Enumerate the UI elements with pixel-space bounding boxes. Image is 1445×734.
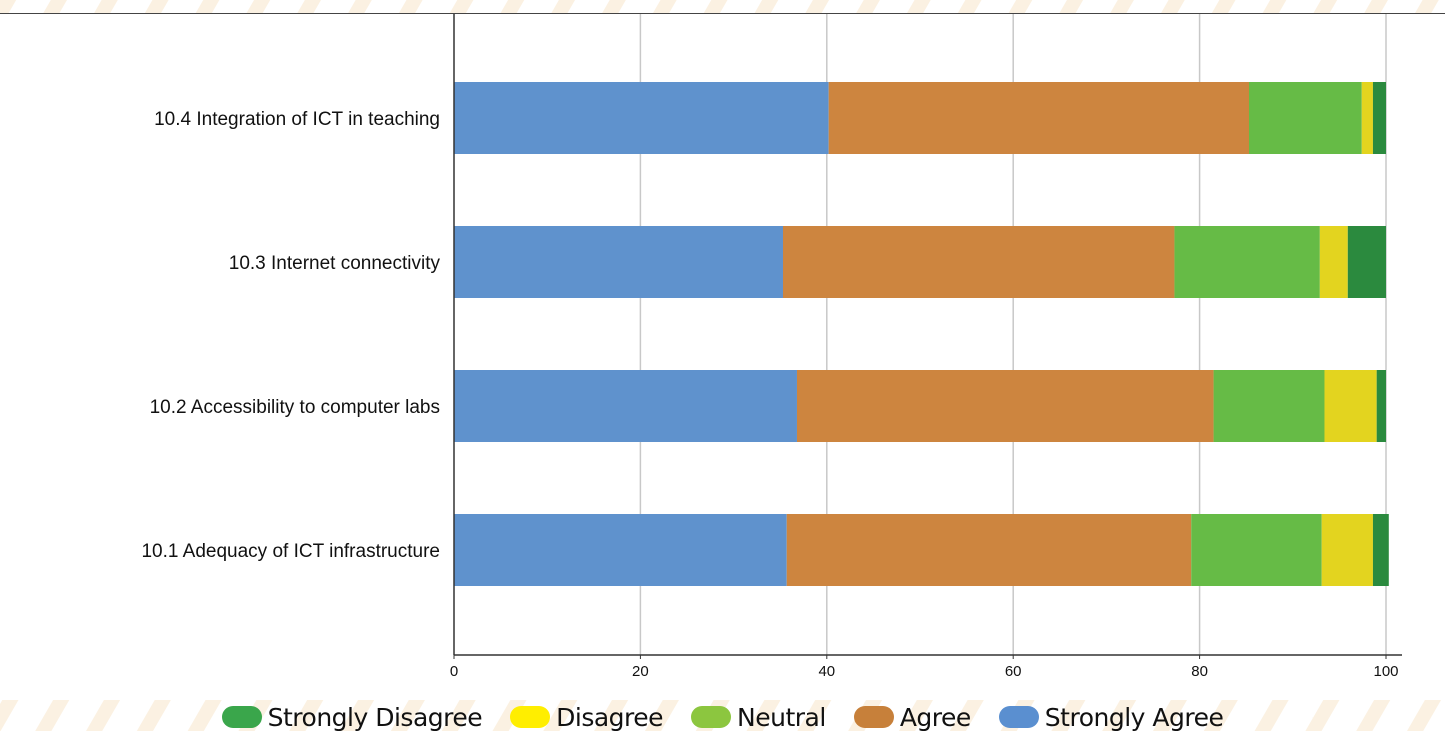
legend-item: Strongly Agree [998,702,1224,732]
bar-segment [1319,226,1348,298]
bar-segment [1324,370,1377,442]
x-tick-label: 100 [1373,663,1398,680]
bar-segment [1376,370,1386,442]
top-rule [0,13,1445,14]
x-tick-label: 80 [1191,663,1208,680]
x-tick-label: 20 [632,663,649,680]
legend-label: Disagree [556,702,664,732]
bar-segment [1248,82,1362,154]
legend-swatch [691,706,732,728]
bar-segment [1361,82,1373,154]
x-tick-label: 40 [818,663,835,680]
category-label: 10.4 Integration of ICT in teaching [154,109,440,130]
legend-item: Strongly Disagree [221,702,483,732]
bar-segment [454,514,787,586]
bar-segment [454,370,797,442]
bar-segment [1372,514,1389,586]
legend-swatch [853,706,894,728]
axes [453,14,1402,656]
category-label: 10.2 Accessibility to computer labs [150,397,440,418]
legend-label: Strongly Agree [1044,702,1224,732]
legend-label: Agree [899,702,971,732]
legend-swatch [998,706,1039,728]
bar-segment [828,82,1249,154]
legend: Strongly Disagree Disagree Neutral Agree Str… [0,700,1445,734]
bar-segment [782,226,1175,298]
bar-segment [1213,370,1325,442]
legend-item: Disagree [510,702,664,732]
legend-swatch [510,706,551,728]
x-tick-label: 60 [1005,663,1022,680]
category-labels: 10.4 Integration of ICT in teaching 10.3 … [141,109,440,562]
bar-segment [796,370,1214,442]
bar-segment [786,514,1192,586]
legend-label: Neutral [737,702,826,732]
bar-segment [1347,226,1386,298]
bar-segment [1174,226,1320,298]
legend-swatch [221,706,262,728]
bar-segment [454,82,829,154]
category-label: 10.3 Internet connectivity [229,253,441,274]
bar-segment [1372,82,1386,154]
legend-label: Strongly Disagree [267,702,483,732]
legend-item: Agree [853,702,971,732]
bar-segment [1191,514,1322,586]
bars [454,82,1389,586]
x-tick-label: 0 [450,663,458,680]
bar-segment [454,226,783,298]
legend-item: Neutral [691,703,826,732]
bar-segment [1321,514,1373,586]
category-label: 10.1 Adequacy of ICT infrastructure [141,541,440,562]
tick-labels: 0 20 40 60 80 100 [450,663,1399,680]
